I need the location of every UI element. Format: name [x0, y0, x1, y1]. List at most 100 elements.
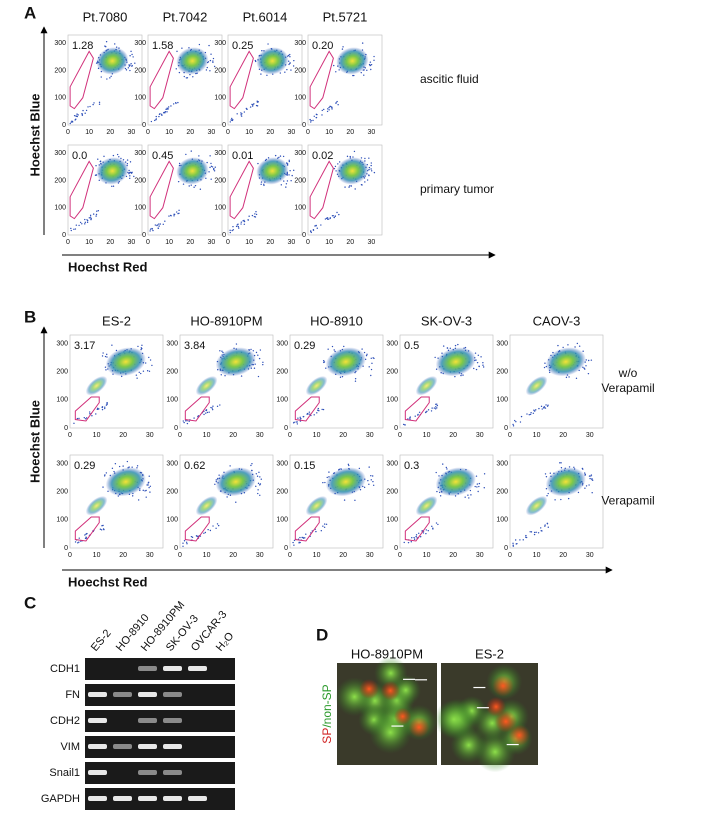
event-dot — [321, 109, 323, 112]
event-dot — [326, 217, 329, 219]
event-dot — [457, 343, 459, 346]
event-dot — [326, 476, 328, 479]
gel-band — [88, 744, 107, 749]
event-dot — [310, 230, 312, 232]
event-dot — [169, 214, 172, 217]
event-dot — [368, 466, 370, 468]
density — [74, 460, 152, 544]
event-dot — [292, 422, 295, 424]
density-core — [176, 47, 209, 75]
y-tick-label: 300 — [166, 460, 178, 467]
event-dot — [175, 68, 177, 70]
event-dot — [149, 228, 152, 230]
gate — [149, 50, 174, 110]
event-dot — [567, 497, 570, 500]
x-tick-label: 0 — [66, 239, 70, 246]
event-dot — [279, 72, 282, 74]
event-dot — [474, 485, 476, 488]
density — [403, 463, 486, 544]
event-dot — [467, 494, 469, 496]
event-dot — [186, 422, 189, 425]
event-dot — [172, 103, 175, 105]
x-tick-label: 10 — [313, 552, 321, 559]
event-dot — [229, 121, 231, 123]
event-dot — [278, 156, 280, 159]
event-dot — [263, 184, 265, 187]
event-dot — [368, 168, 370, 171]
gate — [69, 50, 94, 110]
sample-title: ES-2 — [102, 313, 131, 328]
event-dot — [258, 357, 261, 360]
y-tick-label: 300 — [276, 340, 288, 347]
event-dot — [308, 411, 311, 413]
event-dot — [454, 344, 457, 347]
event-dot — [543, 366, 546, 369]
event-dot — [165, 108, 167, 110]
event-dot — [212, 60, 214, 62]
x-tick-label: 10 — [245, 239, 253, 246]
event-dot — [468, 497, 470, 499]
event-dot — [431, 525, 433, 528]
event-dot — [544, 407, 547, 409]
event-dot — [483, 487, 485, 489]
event-dot — [372, 480, 374, 483]
density — [292, 345, 375, 425]
event-dot — [154, 224, 157, 226]
x-tick-label: 0 — [178, 432, 182, 439]
event-dot — [315, 116, 318, 119]
event-dot — [557, 344, 559, 347]
y-tick-label: 100 — [134, 205, 146, 212]
event-dot — [533, 409, 535, 411]
event-dot — [251, 214, 254, 217]
event-dot — [164, 110, 167, 113]
event-dot — [251, 105, 254, 107]
gel-band — [163, 666, 182, 671]
x-tick-label: 30 — [256, 432, 264, 439]
event-dot — [274, 154, 277, 157]
event-dot — [74, 119, 76, 121]
gel-band — [88, 770, 107, 775]
event-dot — [312, 229, 315, 231]
event-dot — [373, 357, 375, 360]
event-dot — [168, 215, 170, 217]
event-dot — [333, 349, 335, 351]
event-dot — [255, 473, 258, 475]
event-dot — [71, 120, 73, 122]
event-dot — [150, 120, 153, 123]
event-dot — [436, 407, 438, 409]
event-dot — [370, 64, 373, 66]
event-dot — [212, 61, 214, 64]
sp-percentage: 3.84 — [184, 340, 205, 352]
density — [309, 42, 375, 123]
event-dot — [413, 536, 415, 539]
event-dot — [360, 71, 362, 74]
event-dot — [337, 103, 339, 106]
event-dot — [315, 530, 317, 533]
event-dot — [112, 154, 115, 157]
x-tick-label: 0 — [306, 129, 310, 136]
gate — [309, 160, 334, 220]
event-dot — [473, 367, 475, 370]
event-dot — [163, 111, 165, 114]
event-dot — [106, 402, 108, 404]
event-dot — [427, 529, 429, 532]
density-core — [336, 47, 369, 75]
event-dot — [575, 377, 578, 380]
sp-label: SP/non-SP — [320, 684, 334, 743]
event-dot — [114, 43, 116, 45]
y-tick-label: 0 — [64, 425, 68, 432]
event-dot — [157, 227, 159, 229]
x-tick-label: 30 — [288, 239, 296, 246]
event-dot — [366, 179, 369, 181]
gel-band — [188, 796, 207, 801]
event-dot — [326, 218, 329, 220]
event-dot — [257, 492, 259, 495]
event-dot — [296, 421, 298, 423]
event-dot — [251, 462, 253, 465]
event-dot — [118, 156, 120, 158]
event-dot — [312, 119, 314, 122]
event-dot — [235, 225, 238, 228]
event-dot — [241, 113, 243, 115]
event-dot — [293, 539, 296, 542]
x-axis-label: Hoechst Red — [68, 259, 148, 274]
